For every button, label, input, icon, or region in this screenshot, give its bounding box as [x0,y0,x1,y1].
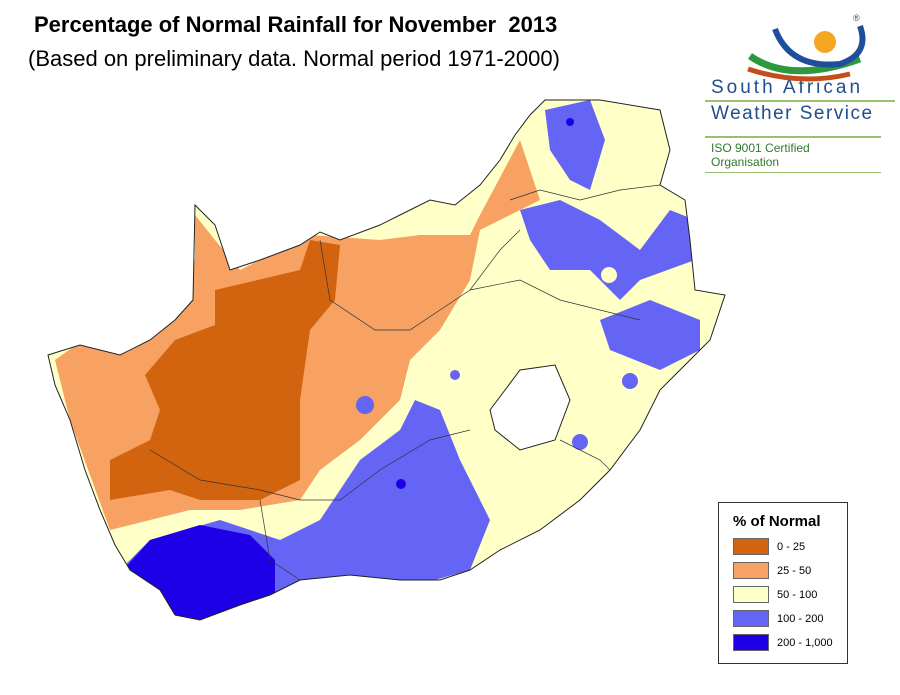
logo-emblem-icon [747,24,866,82]
legend-item: 25 - 50 [733,562,847,579]
legend-label: 0 - 25 [777,540,806,553]
lesotho [489,364,571,451]
legend-label: 200 - 1,000 [777,636,833,649]
legend-title: % of Normal [733,513,821,530]
map-title: Percentage of Normal Rainfall for Novemb… [34,12,558,37]
zone-200-1000 [125,525,275,620]
logo-line-1: South African [705,76,895,102]
zone-100-200-northeast [520,200,695,300]
legend-item: 200 - 1,000 [733,634,847,651]
legend-item: 0 - 25 [733,538,847,555]
logo-line-2: Weather Service [711,103,874,124]
legend-swatch [733,538,769,555]
province-borders [149,184,661,581]
registered-mark: ® [853,13,860,23]
zone-100-200-east [600,300,700,370]
legend: % of Normal 0 - 25 25 - 50 50 - 100 100 … [718,502,848,664]
zone-100-200-north [545,100,605,190]
legend-item: 50 - 100 [733,586,847,603]
zone-0-25 [110,240,340,500]
legend-swatch [733,634,769,651]
legend-item: 100 - 200 [733,610,847,627]
map-subtitle: (Based on preliminary data. Normal perio… [28,46,560,71]
saws-logo: South African Weather Service ISO 9001 C… [705,8,895,173]
legend-label: 50 - 100 [777,588,818,601]
legend-swatch [733,610,769,627]
country-outline [47,99,726,621]
legend-label: 100 - 200 [777,612,824,625]
legend-swatch [733,586,769,603]
legend-label: 25 - 50 [777,564,812,577]
legend-swatch [733,562,769,579]
iso-certification: ISO 9001 Certified Organisation [705,136,881,173]
